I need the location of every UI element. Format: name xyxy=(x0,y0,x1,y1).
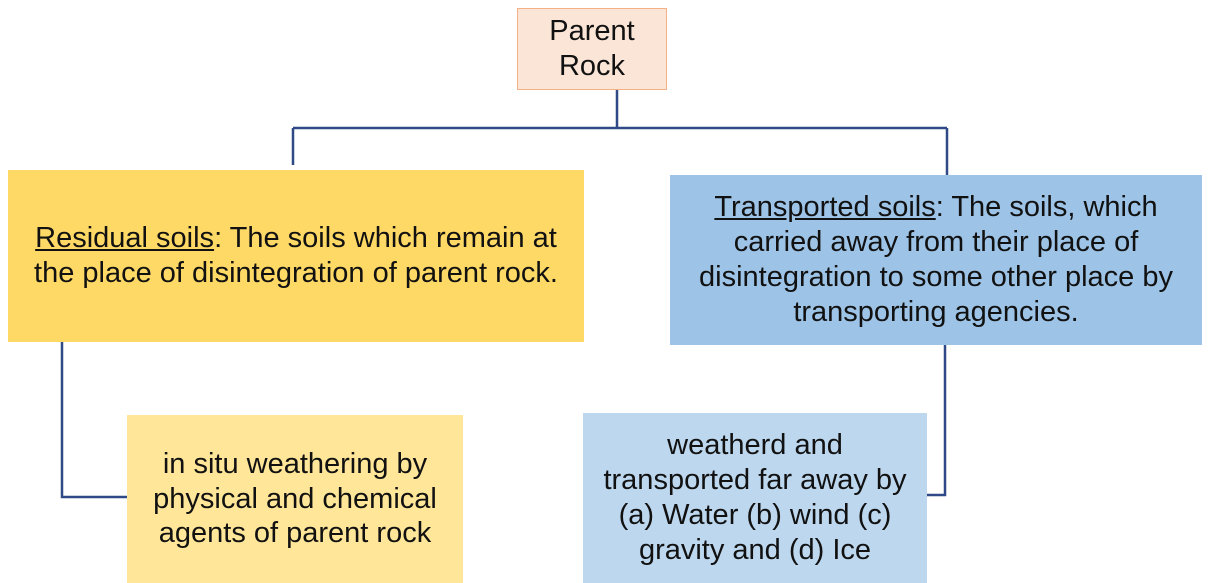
node-in-situ: in situ weathering by physical and chemi… xyxy=(127,415,463,583)
node-label: in situ weathering by physical and chemi… xyxy=(153,447,437,550)
node-term: Transported soils xyxy=(714,191,936,224)
node-parent-rock: Parent Rock xyxy=(517,8,667,90)
connector-top xyxy=(291,90,949,175)
node-label: : The soils which remain at the place of… xyxy=(34,222,558,289)
connector-left xyxy=(60,342,127,499)
node-residual: Residual soils: The soils which remain a… xyxy=(8,170,584,342)
node-term: Residual soils xyxy=(35,222,215,255)
node-label: Parent Rock xyxy=(549,15,635,82)
node-weathered: weatherd and transported far away by (a)… xyxy=(583,413,927,583)
node-label: weatherd and transported far away by (a)… xyxy=(603,429,907,566)
node-transported: Transported soils: The soils, which carr… xyxy=(670,175,1202,345)
connector-right xyxy=(927,345,947,497)
node-label: : The soils, which carried away from the… xyxy=(699,191,1173,328)
